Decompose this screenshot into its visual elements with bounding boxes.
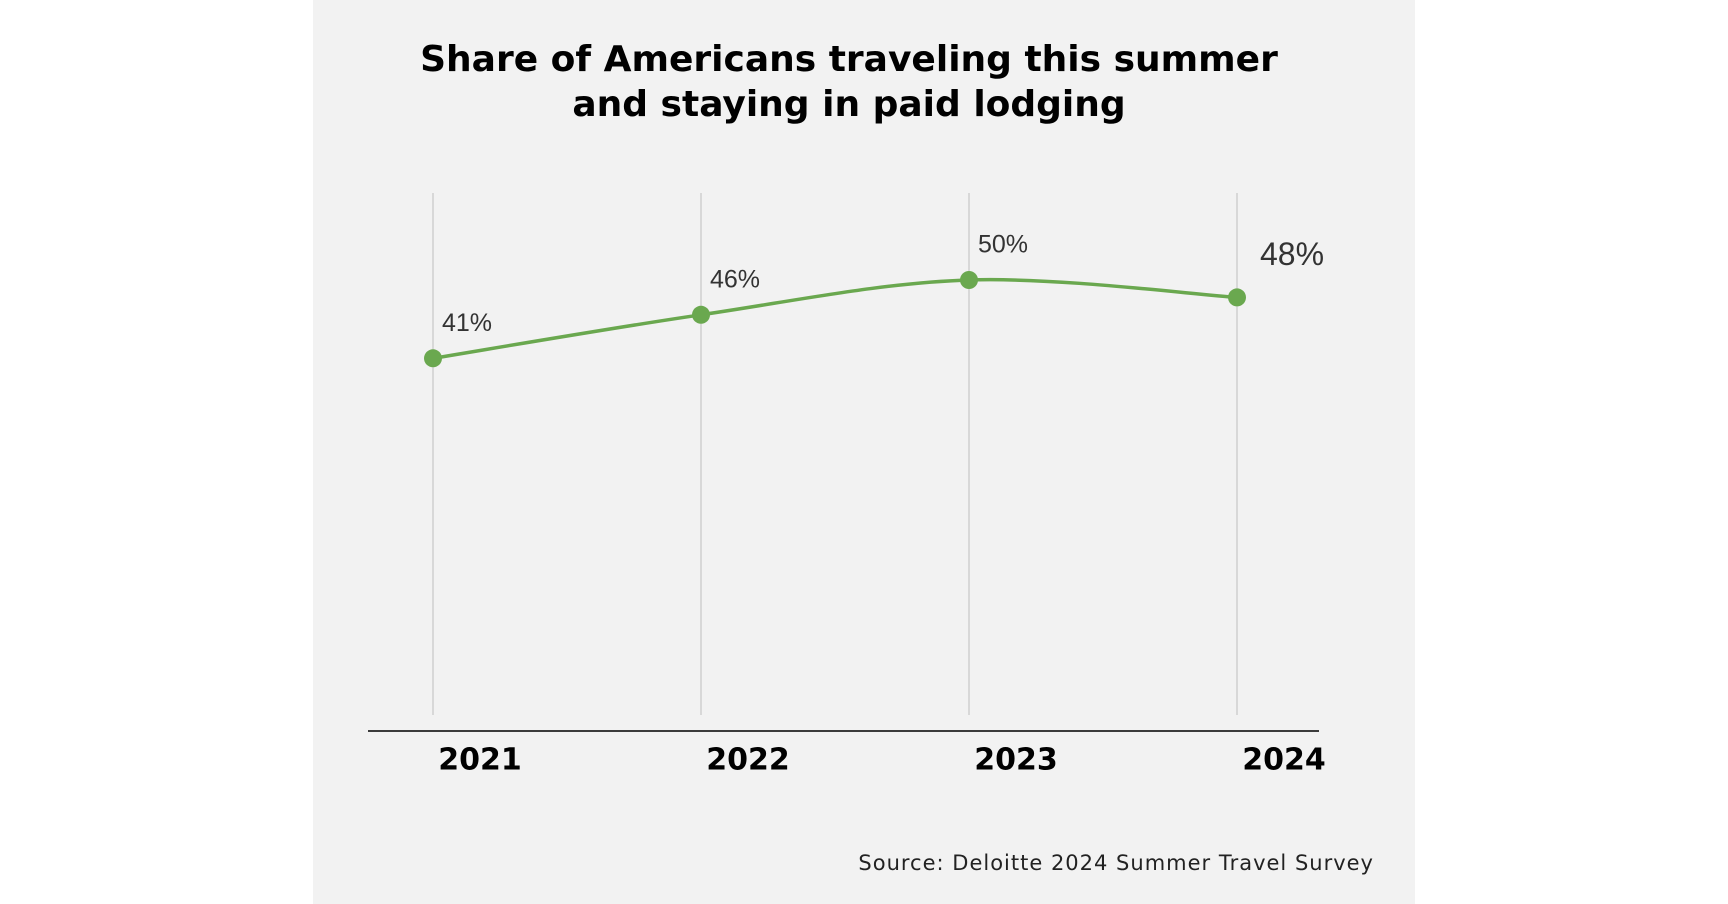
panel — [313, 0, 1415, 904]
x-tick-label: 2023 — [974, 743, 1058, 778]
source: Source: Deloitte 2024 Summer Travel Surv… — [858, 851, 1374, 875]
value-label: 46% — [710, 265, 760, 293]
point — [424, 349, 442, 368]
line — [432, 277, 1238, 361]
point — [960, 271, 978, 289]
value-label: 50% — [978, 231, 1028, 259]
x-tick-label: 2021 — [438, 743, 522, 778]
chart-title: Share of Americans traveling this summer — [420, 39, 1278, 80]
point — [692, 305, 710, 324]
x-tick-label: 2024 — [1242, 743, 1326, 778]
chart-title: and staying in paid lodging — [572, 84, 1125, 125]
value-label: 41% — [442, 309, 492, 337]
value-label: 48% — [1260, 236, 1324, 272]
x-tick-label: 2022 — [706, 743, 790, 778]
point — [1228, 288, 1246, 307]
